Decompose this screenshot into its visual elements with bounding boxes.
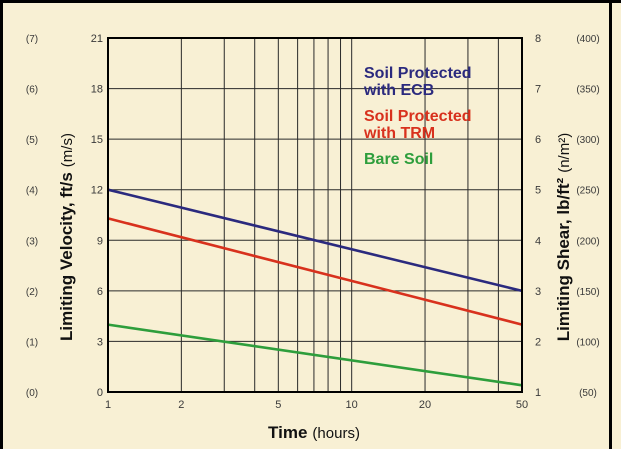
y-tick-label: 0: [97, 387, 103, 399]
y-tick-label: 6: [97, 286, 103, 298]
image-border-right: [609, 0, 612, 449]
legend-entry: Bare Soil: [364, 151, 433, 168]
y-right-tick-label: 4: [535, 235, 541, 247]
plot-frame: [107, 37, 523, 393]
x-tick-label: 2: [178, 399, 184, 411]
y-tick-label: 3: [97, 336, 103, 348]
series-line: [107, 188, 523, 293]
y-right-ticks: 1 2 3 4 5 6 7 8: [535, 33, 541, 399]
y-right-metric-tick-label: (400): [576, 34, 599, 45]
y-metric-tick-label: (3): [26, 236, 38, 247]
y-left-ticks: 0 3 6 9 12 15 18 21: [91, 33, 103, 399]
y-metric-tick-label: (7): [26, 34, 38, 45]
series-lines: [107, 188, 523, 387]
y-axis-unit: (m/s): [59, 133, 76, 167]
legend-entry: with TRM: [363, 125, 435, 142]
y-metric-tick-label: (2): [26, 287, 38, 298]
y-right-axis-label: Limiting Shear, lb/ft²: [554, 177, 573, 341]
y-right-metric-ticks: (50) (100) (150) (200) (250) (300) (350) (400): [576, 34, 599, 399]
legend-entry: Soil Protected: [364, 108, 472, 125]
x-axis-unit: (hours): [312, 425, 360, 442]
y-metric-tick-label: (1): [26, 337, 38, 348]
x-axis-label: Time: [268, 423, 307, 442]
y-tick-label: 21: [91, 33, 103, 45]
y-axis-title: Limiting Velocity, ft/s (m/s): [57, 133, 76, 341]
y-axis-label: Limiting Velocity, ft/s: [57, 172, 76, 341]
x-axis-title: Time (hours): [268, 423, 360, 442]
x-tick-label: 5: [275, 399, 281, 411]
y-right-metric-tick-label: (250): [576, 186, 599, 197]
legend-entry: with ECB: [363, 82, 434, 99]
y-right-tick-label: 7: [535, 84, 541, 96]
y-metric-tick-label: (0): [26, 388, 38, 399]
y-right-metric-tick-label: (100): [576, 337, 599, 348]
y-right-metric-tick-label: (350): [576, 85, 599, 96]
y-right-metric-tick-label: (50): [579, 388, 597, 399]
series-line: [107, 323, 523, 387]
y-right-tick-label: 1: [535, 387, 541, 399]
y-tick-label: 15: [91, 134, 103, 146]
y-right-tick-label: 3: [535, 286, 541, 298]
y-right-tick-label: 5: [535, 185, 541, 197]
y-right-tick-label: 2: [535, 336, 541, 348]
x-tick-label: 20: [419, 399, 431, 411]
y-right-tick-label: 8: [535, 33, 541, 45]
y-metric-tick-label: (5): [26, 135, 38, 146]
legend-entry: Soil Protected: [364, 65, 472, 82]
y-left-metric-ticks: (0) (1) (2) (3) (4) (5) (6) (7): [26, 34, 38, 399]
y-metric-tick-label: (4): [26, 186, 38, 197]
y-right-metric-tick-label: (150): [576, 287, 599, 298]
y-right-axis-title: Limiting Shear, lb/ft² (n/m²): [554, 133, 573, 341]
y-right-metric-tick-label: (200): [576, 236, 599, 247]
image-border-left: [0, 0, 3, 449]
y-right-axis-unit: (n/m²): [556, 133, 573, 173]
y-tick-label: 9: [97, 235, 103, 247]
x-ticks: 1 2 5 10 20 50: [105, 399, 528, 411]
y-tick-label: 12: [91, 185, 103, 197]
y-metric-tick-label: (6): [26, 85, 38, 96]
y-tick-label: 18: [91, 84, 103, 96]
x-tick-label: 10: [346, 399, 358, 411]
series-line: [107, 217, 523, 326]
image-border-top: [0, 0, 621, 3]
x-tick-label: 1: [105, 399, 111, 411]
x-tick-label: 50: [516, 399, 528, 411]
y-right-metric-tick-label: (300): [576, 135, 599, 146]
y-right-tick-label: 6: [535, 134, 541, 146]
